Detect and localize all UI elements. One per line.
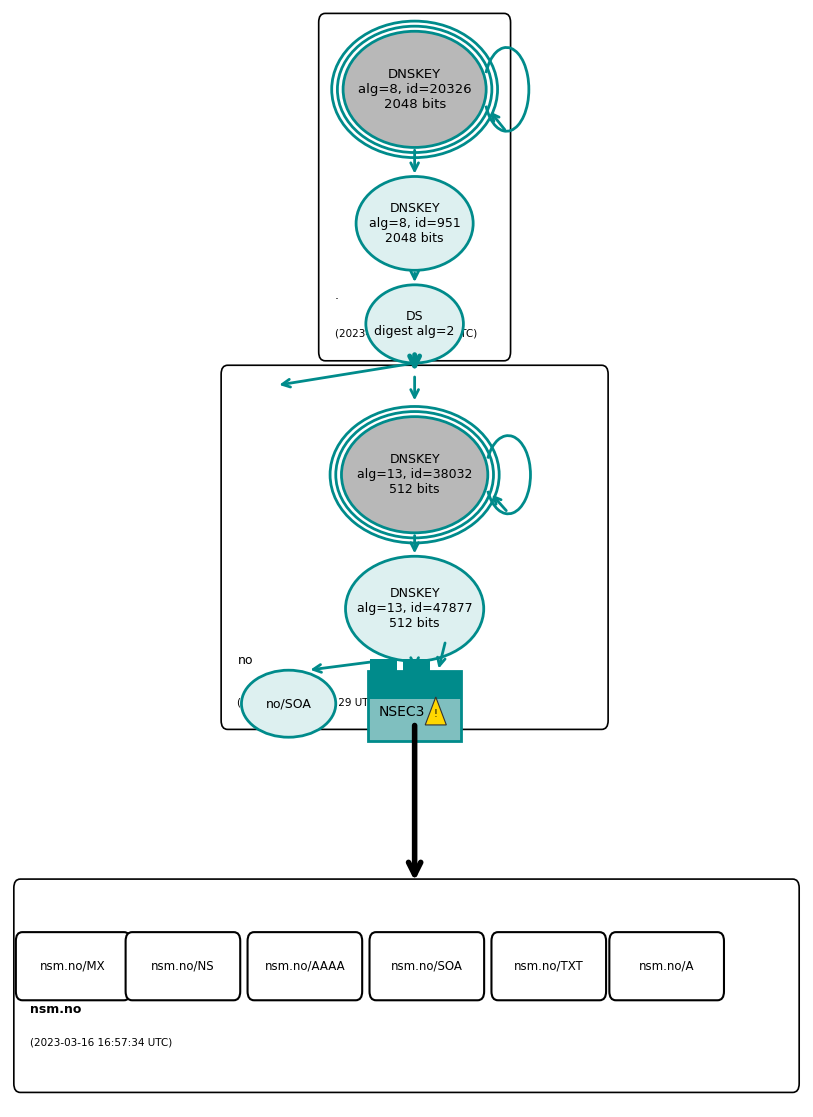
Text: DNSKEY
alg=13, id=38032
512 bits: DNSKEY alg=13, id=38032 512 bits xyxy=(357,454,472,496)
Text: nsm.no/NS: nsm.no/NS xyxy=(151,960,215,973)
Text: DNSKEY
alg=13, id=47877
512 bits: DNSKEY alg=13, id=47877 512 bits xyxy=(357,588,472,630)
Ellipse shape xyxy=(356,176,473,270)
FancyBboxPatch shape xyxy=(367,671,462,699)
Text: DNSKEY
alg=8, id=951
2048 bits: DNSKEY alg=8, id=951 2048 bits xyxy=(369,202,460,245)
Text: DNSKEY
alg=8, id=20326
2048 bits: DNSKEY alg=8, id=20326 2048 bits xyxy=(358,68,472,111)
Text: NSEC3: NSEC3 xyxy=(378,705,425,718)
Text: !: ! xyxy=(434,709,437,718)
FancyBboxPatch shape xyxy=(367,671,462,741)
Ellipse shape xyxy=(341,417,488,533)
Ellipse shape xyxy=(366,285,463,363)
Text: nsm.no/AAAA: nsm.no/AAAA xyxy=(264,960,346,973)
Ellipse shape xyxy=(343,31,486,147)
FancyBboxPatch shape xyxy=(610,932,724,1001)
FancyBboxPatch shape xyxy=(319,13,511,361)
Text: nsm.no/SOA: nsm.no/SOA xyxy=(391,960,463,973)
Text: DS
digest alg=2: DS digest alg=2 xyxy=(375,309,454,338)
Polygon shape xyxy=(425,697,446,725)
FancyBboxPatch shape xyxy=(15,932,131,1001)
Ellipse shape xyxy=(241,670,336,737)
FancyBboxPatch shape xyxy=(371,659,397,671)
FancyBboxPatch shape xyxy=(403,659,429,671)
Ellipse shape xyxy=(346,556,484,661)
Text: nsm.no: nsm.no xyxy=(30,1003,81,1016)
Text: nsm.no/TXT: nsm.no/TXT xyxy=(514,960,584,973)
FancyBboxPatch shape xyxy=(221,365,608,729)
Text: (2023-03-16 16:57:34 UTC): (2023-03-16 16:57:34 UTC) xyxy=(30,1038,172,1048)
FancyBboxPatch shape xyxy=(125,932,241,1001)
FancyBboxPatch shape xyxy=(14,879,799,1092)
FancyBboxPatch shape xyxy=(369,932,485,1001)
FancyBboxPatch shape xyxy=(491,932,606,1001)
Text: (2023-03-16 16:57:29 UTC): (2023-03-16 16:57:29 UTC) xyxy=(237,697,380,707)
Text: (2023-03-16 15:56:52 UTC): (2023-03-16 15:56:52 UTC) xyxy=(335,328,477,338)
Text: no: no xyxy=(237,653,253,667)
Text: no/SOA: no/SOA xyxy=(266,697,311,710)
Text: .: . xyxy=(335,288,339,302)
Text: nsm.no/MX: nsm.no/MX xyxy=(41,960,106,973)
Text: nsm.no/A: nsm.no/A xyxy=(639,960,694,973)
FancyBboxPatch shape xyxy=(247,932,363,1001)
